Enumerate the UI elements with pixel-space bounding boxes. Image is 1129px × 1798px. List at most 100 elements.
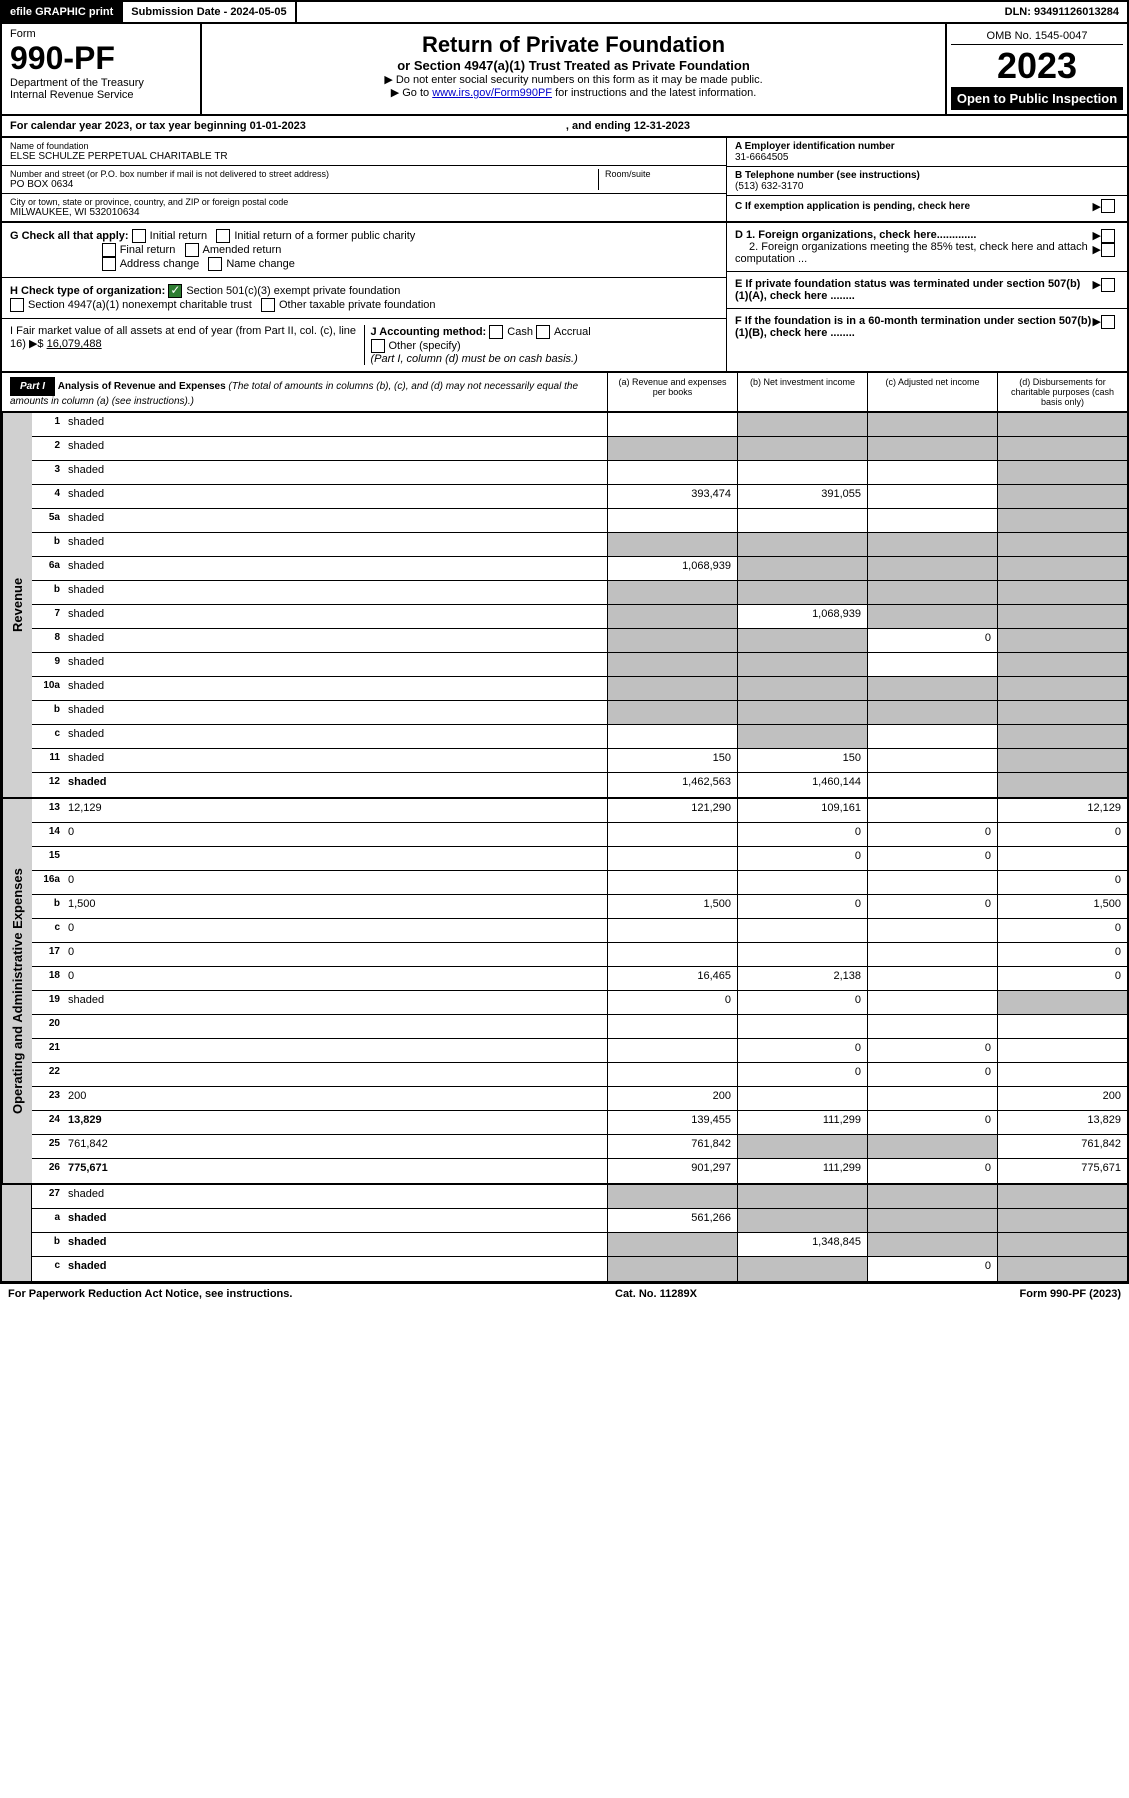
cash-checkbox[interactable] [489, 325, 503, 339]
submission-date: Submission Date - 2024-05-05 [123, 2, 296, 22]
value-cell-d [997, 629, 1127, 652]
value-cell-b [737, 1087, 867, 1110]
exemption-checkbox[interactable] [1101, 199, 1115, 213]
4947a1-checkbox[interactable] [10, 298, 24, 312]
value-cell-c [867, 991, 997, 1014]
line-description: shaded [64, 461, 607, 484]
expenses-label: Operating and Administrative Expenses [2, 799, 32, 1183]
value-cell-b: 391,055 [737, 485, 867, 508]
table-row: cshaded [32, 725, 1127, 749]
revenue-section: Revenue 1shaded2shaded3shaded4shaded393,… [0, 413, 1129, 799]
address-change-checkbox[interactable] [102, 257, 116, 271]
value-cell-a: 561,266 [607, 1209, 737, 1232]
value-cell-c [867, 871, 997, 894]
part1-label: Part I [10, 377, 55, 396]
value-cell-c [867, 725, 997, 748]
name-change-checkbox[interactable] [208, 257, 222, 271]
value-cell-d: 761,842 [997, 1135, 1127, 1158]
value-cell-a: 1,500 [607, 895, 737, 918]
omb-number: OMB No. 1545-0047 [951, 28, 1123, 45]
value-cell-c [867, 485, 997, 508]
value-cell-b: 111,299 [737, 1111, 867, 1134]
form-right: OMB No. 1545-0047 2023 Open to Public In… [947, 24, 1127, 114]
value-cell-d [997, 437, 1127, 460]
line-description: 761,842 [64, 1135, 607, 1158]
value-cell-b: 0 [737, 847, 867, 870]
value-cell-a: 761,842 [607, 1135, 737, 1158]
form990pf-link[interactable]: www.irs.gov/Form990PF [432, 87, 552, 99]
value-cell-d: 200 [997, 1087, 1127, 1110]
line-description: shaded [64, 485, 607, 508]
value-cell-c: 0 [867, 629, 997, 652]
line-description: 200 [64, 1087, 607, 1110]
address-row: Number and street (or P.O. box number if… [2, 166, 726, 194]
value-cell-a: 0 [607, 991, 737, 1014]
table-row: 6ashaded1,068,939 [32, 557, 1127, 581]
value-cell-a: 150 [607, 749, 737, 772]
value-cell-a [607, 1257, 737, 1281]
line-number: 19 [32, 991, 64, 1014]
calendar-year-row: For calendar year 2023, or tax year begi… [0, 116, 1129, 138]
value-cell-d: 1,500 [997, 895, 1127, 918]
initial-former-checkbox[interactable] [216, 229, 230, 243]
line-number: 2 [32, 437, 64, 460]
value-cell-b [737, 437, 867, 460]
value-cell-b [737, 533, 867, 556]
line-description: shaded [64, 1185, 607, 1208]
value-cell-a [607, 509, 737, 532]
other-taxable-checkbox[interactable] [261, 298, 275, 312]
line-number: 13 [32, 799, 64, 822]
value-cell-a [607, 605, 737, 628]
value-cell-d [997, 701, 1127, 724]
table-row: 19shaded00 [32, 991, 1127, 1015]
value-cell-b [737, 413, 867, 436]
line-number: 27 [32, 1185, 64, 1208]
line-description: shaded [64, 581, 607, 604]
value-cell-a [607, 823, 737, 846]
amended-return-checkbox[interactable] [185, 243, 199, 257]
value-cell-b [737, 1185, 867, 1208]
table-row: 2413,829139,455111,299013,829 [32, 1111, 1127, 1135]
line-number: a [32, 1209, 64, 1232]
table-row: 27shaded [32, 1185, 1127, 1209]
value-cell-b [737, 653, 867, 676]
foreign-org-checkbox[interactable] [1101, 229, 1115, 243]
value-cell-c [867, 461, 997, 484]
value-cell-c [867, 437, 997, 460]
value-cell-d: 0 [997, 919, 1127, 942]
line-description: shaded [64, 749, 607, 772]
line-description: shaded [64, 653, 607, 676]
value-cell-c [867, 677, 997, 700]
value-cell-b [737, 725, 867, 748]
line-number: 6a [32, 557, 64, 580]
value-cell-d [997, 847, 1127, 870]
line-description [64, 1039, 607, 1062]
foreign-85-checkbox[interactable] [1101, 243, 1115, 257]
line-number: 25 [32, 1135, 64, 1158]
value-cell-a [607, 653, 737, 676]
footer-row: For Paperwork Reduction Act Notice, see … [0, 1283, 1129, 1304]
table-row: 3shaded [32, 461, 1127, 485]
value-cell-a [607, 1185, 737, 1208]
line-number: 4 [32, 485, 64, 508]
value-cell-c [867, 533, 997, 556]
value-cell-c [867, 413, 997, 436]
initial-return-checkbox[interactable] [132, 229, 146, 243]
other-method-checkbox[interactable] [371, 339, 385, 353]
line-number: c [32, 1257, 64, 1281]
d-row: D 1. Foreign organizations, check here..… [727, 223, 1127, 272]
table-row: bshaded [32, 701, 1127, 725]
terminated-checkbox[interactable] [1101, 278, 1115, 292]
value-cell-d: 0 [997, 871, 1127, 894]
value-cell-b: 0 [737, 1063, 867, 1086]
value-cell-a: 200 [607, 1087, 737, 1110]
value-cell-d [997, 991, 1127, 1014]
value-cell-a: 121,290 [607, 799, 737, 822]
value-cell-b: 0 [737, 823, 867, 846]
phone: (513) 632-3170 [735, 181, 1119, 192]
60month-checkbox[interactable] [1101, 315, 1115, 329]
value-cell-a: 901,297 [607, 1159, 737, 1183]
final-return-checkbox[interactable] [102, 243, 116, 257]
accrual-checkbox[interactable] [536, 325, 550, 339]
501c3-checkbox[interactable] [168, 284, 182, 298]
